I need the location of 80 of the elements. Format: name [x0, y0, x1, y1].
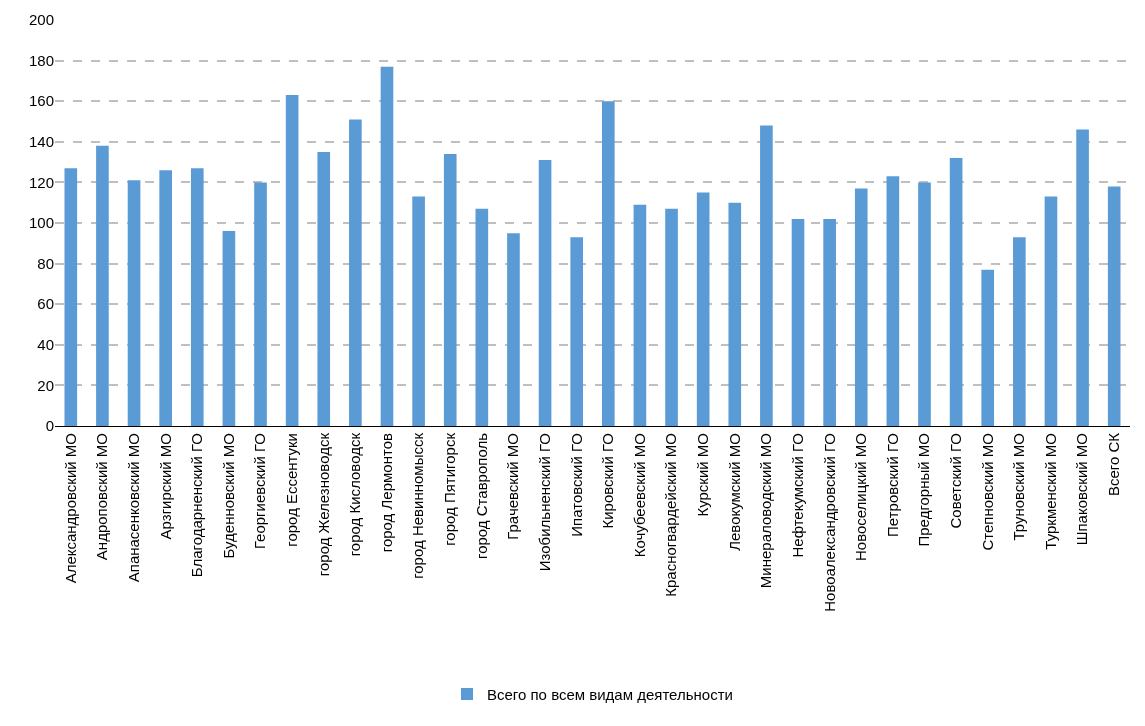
bar — [1076, 129, 1089, 426]
x-tick-label: Всего СК — [1105, 432, 1123, 497]
legend-label: Всего по всем видам деятельности — [487, 685, 733, 703]
bar — [1013, 237, 1026, 426]
x-tick-label: Грачевский МО — [504, 433, 522, 540]
bar — [633, 204, 647, 426]
y-tick-label: 0 — [45, 417, 54, 435]
bar — [349, 119, 362, 426]
x-tick-label: Минераловодский МО — [757, 433, 775, 589]
bar — [285, 95, 299, 426]
bar — [854, 188, 868, 426]
x-tick-label: Александровский МО — [61, 433, 79, 584]
y-tick-label: 60 — [37, 295, 54, 313]
x-tick-label: город Ставрополь — [472, 432, 490, 559]
bar — [665, 208, 678, 426]
y-tick-label: 120 — [28, 173, 54, 191]
x-tick-label: город Невинномысск — [409, 432, 427, 579]
x-tick-label: город Ессентуки — [283, 433, 301, 547]
x-tick-label: Апанасенковский МО — [124, 433, 142, 583]
bar — [918, 182, 931, 426]
x-tick-label: город Кисловодск — [346, 432, 364, 557]
y-tick-label: 180 — [28, 51, 54, 69]
bar — [728, 202, 742, 426]
x-tick-label: Петровский ГО — [883, 433, 901, 537]
x-tick-label: Курский МО — [694, 433, 712, 517]
x-tick-label: Степновский МО — [978, 433, 996, 551]
x-tick-label: Новоалександровский ГО — [820, 433, 838, 612]
x-tick-label: Георгиевский ГО — [251, 433, 269, 550]
y-tick-label: 20 — [37, 376, 54, 394]
bar — [696, 192, 710, 426]
bar — [317, 151, 331, 426]
bar — [601, 101, 615, 426]
bar — [475, 208, 489, 426]
bar — [443, 153, 457, 426]
x-tick-label: Предгорный МО — [915, 433, 933, 547]
bar — [412, 196, 425, 426]
bar — [791, 218, 805, 426]
y-tick-label: 80 — [37, 254, 54, 272]
x-tick-label: Кировский ГО — [599, 433, 617, 529]
y-tick-label: 140 — [28, 133, 54, 151]
bar — [1107, 186, 1121, 426]
y-tick-label: 200 — [28, 11, 54, 29]
x-tick-label: Советский ГО — [946, 433, 964, 529]
y-tick-label: 40 — [37, 336, 54, 354]
x-tick-label: Арзгирский МО — [156, 433, 174, 540]
x-tick-label: Новоселицкий МО — [852, 433, 870, 562]
bar — [127, 180, 141, 426]
x-tick-label: город Лермонтов — [377, 432, 395, 553]
y-tick-label: 100 — [28, 214, 54, 232]
bar — [949, 158, 963, 426]
x-tick-label: Андроповский МО — [93, 433, 111, 561]
x-tick-label: Шпаковский МО — [1073, 433, 1091, 546]
x-tick-label: Кочубеевский МО — [630, 433, 648, 558]
y-tick-label: 160 — [28, 92, 54, 110]
bar — [570, 237, 584, 426]
x-tick-label: Нефтекумский ГО — [788, 433, 806, 558]
x-tick-label: Красногвардейский МО — [662, 433, 680, 597]
x-tick-label: город Железноводск — [314, 432, 332, 577]
x-tick-label: город Пятигорск — [441, 432, 459, 546]
bar — [190, 168, 204, 426]
bar — [538, 160, 552, 426]
x-tick-label: Труновский МО — [1010, 433, 1028, 541]
x-tick-label: Изобильненский ГО — [535, 433, 553, 572]
x-tick-label: Буденновский МО — [219, 433, 237, 559]
bar — [760, 125, 773, 426]
x-tick-label: Туркменский МО — [1041, 433, 1059, 550]
bar — [222, 231, 236, 426]
bar — [823, 218, 836, 426]
x-tick-label: Левокумский МО — [725, 433, 743, 551]
bar — [1044, 196, 1058, 426]
x-tick-label: Ипатовский ГО — [567, 433, 585, 537]
bar — [96, 145, 109, 426]
x-tick-label: Благодарненский ГО — [188, 433, 206, 578]
bar — [886, 176, 900, 426]
bar — [159, 170, 172, 426]
bar — [507, 233, 520, 426]
bar — [380, 66, 394, 426]
bar — [981, 269, 995, 426]
bar — [254, 182, 267, 426]
bar — [64, 168, 78, 426]
